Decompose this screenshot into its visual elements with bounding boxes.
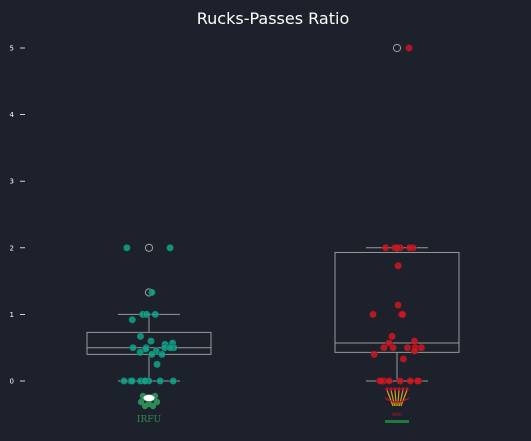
- wales-point: [410, 347, 419, 355]
- wales-point: [393, 244, 401, 252]
- feather-icon: [386, 389, 394, 407]
- england-point: [142, 310, 151, 319]
- wales-box: [334, 251, 460, 353]
- wales-point: [377, 377, 385, 385]
- feather-icon: [390, 389, 396, 407]
- wales-point: [399, 355, 408, 363]
- wales-point: [381, 244, 390, 252]
- wales-point: [413, 377, 422, 385]
- feather-tip-icon: [385, 387, 389, 391]
- england-outlier-marker: [144, 243, 154, 252]
- england-point: [136, 348, 144, 357]
- shamrock-leaf-icon: [149, 402, 157, 410]
- wales-point: [389, 343, 397, 352]
- shamrock-leaf-icon: [153, 398, 161, 406]
- feather-icon: [400, 389, 408, 407]
- y-tick-label: 5: [10, 45, 14, 53]
- england-point: [158, 350, 166, 359]
- england-point: [151, 310, 160, 319]
- wales-point: [398, 310, 407, 319]
- feather-icon: [398, 389, 404, 407]
- irfu-logo-text: IRFU: [137, 415, 162, 425]
- feather-tip-icon: [405, 387, 409, 391]
- y-tick-label: 0: [10, 378, 14, 386]
- england-point: [129, 343, 137, 352]
- wales-point: [388, 332, 396, 341]
- england-point: [141, 377, 149, 385]
- y-tick-label: 1: [10, 311, 14, 319]
- y-tick-label: 3: [10, 178, 14, 186]
- wales-point: [405, 244, 414, 252]
- england-point: [166, 244, 174, 252]
- wales-point: [406, 377, 415, 385]
- wales-point: [394, 262, 402, 270]
- irfu-logo: IRFU: [137, 392, 162, 425]
- boxes-layer: [86, 43, 460, 382]
- feather-tip-icon: [393, 387, 397, 391]
- england-point: [123, 244, 131, 252]
- england-point: [156, 377, 164, 385]
- feather-icon: [397, 389, 400, 407]
- coronet-icon: [384, 397, 410, 403]
- england-point: [128, 377, 136, 385]
- wru-logo-text: WRU: [392, 412, 402, 417]
- england-point: [148, 350, 156, 359]
- england-point: [128, 315, 137, 324]
- rugby-ball-icon: [142, 394, 156, 402]
- england-point: [166, 343, 175, 352]
- logo-base-bar: [385, 420, 409, 423]
- england-point: [169, 377, 178, 385]
- shamrock-leaf-icon: [137, 398, 145, 406]
- wales-point: [380, 343, 388, 352]
- wales-point: [403, 343, 412, 352]
- england-point: [120, 377, 128, 385]
- y-axis: 0 1 2 3 4 5: [10, 45, 25, 386]
- shamrock-leaf-icon: [141, 402, 149, 410]
- england-point: [141, 345, 150, 353]
- feather-tip-icon: [389, 387, 393, 391]
- england-point: [136, 332, 145, 341]
- chart-title: Rucks-Passes Ratio: [197, 9, 349, 28]
- y-tick-label: 4: [10, 111, 15, 119]
- wru-logo: WRU: [384, 387, 410, 423]
- wales-point: [369, 310, 377, 319]
- wales-point: [385, 377, 393, 385]
- wales-outlier-marker: [392, 43, 402, 53]
- wales-point: [396, 377, 404, 385]
- england-point: [153, 360, 161, 369]
- england-point: [148, 288, 156, 297]
- wales-point: [405, 44, 413, 52]
- feather-tip-icon: [401, 387, 405, 391]
- y-tick-label: 2: [10, 244, 14, 252]
- points-layer: [120, 44, 426, 385]
- logos-layer: IRFU WRU: [137, 387, 410, 425]
- wales-point: [394, 301, 402, 309]
- england-point: [147, 337, 155, 345]
- wales-point: [410, 337, 419, 345]
- feather-icon: [394, 389, 397, 407]
- wales-point: [370, 350, 378, 359]
- feather-tip-icon: [397, 387, 401, 391]
